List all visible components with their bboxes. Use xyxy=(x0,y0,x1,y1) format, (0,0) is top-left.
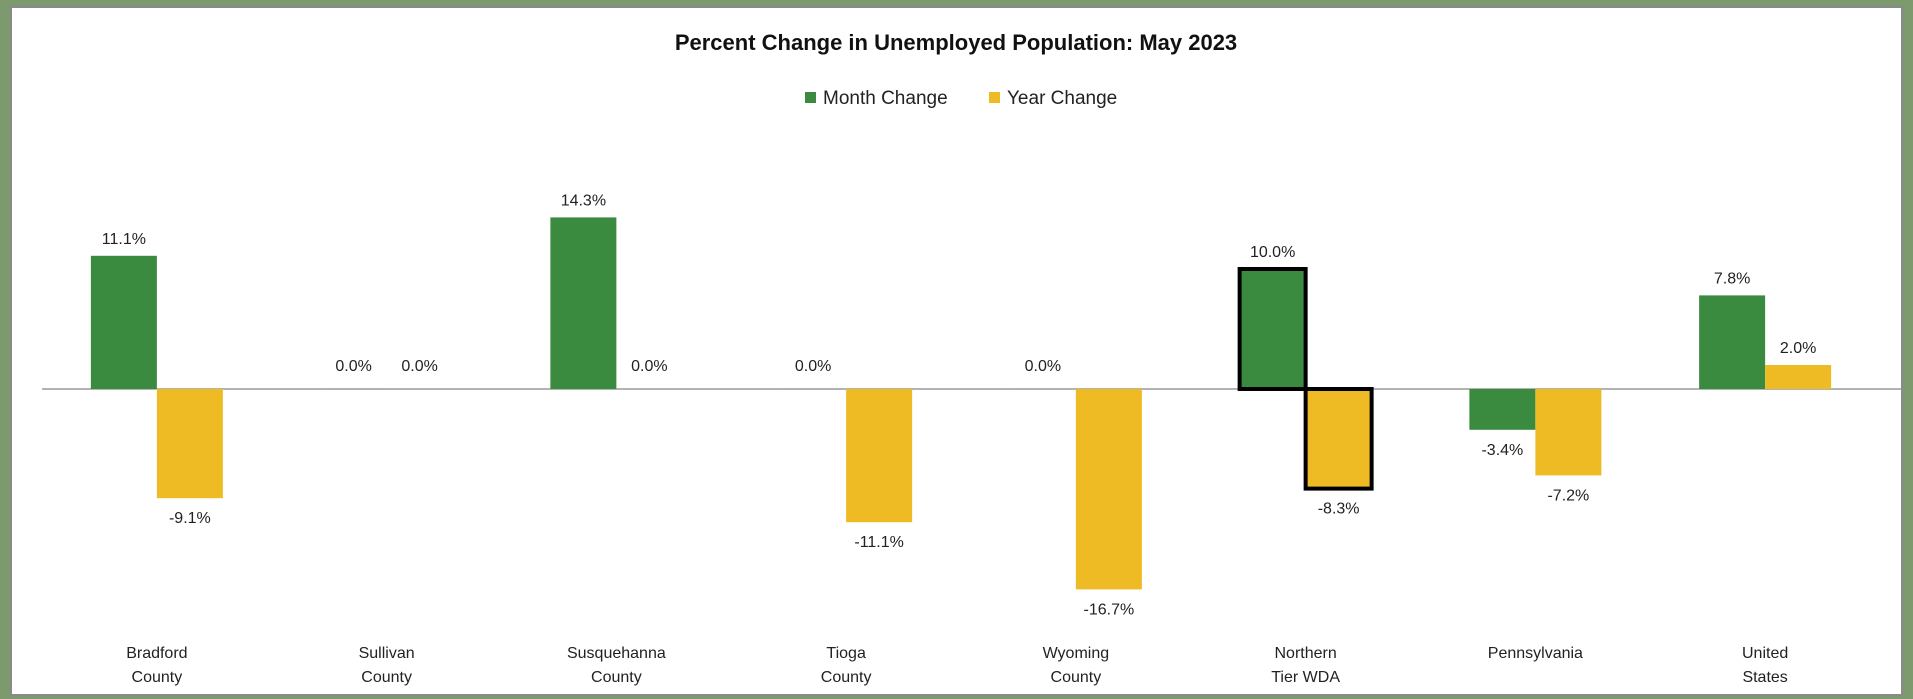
bar-year-6 xyxy=(1535,389,1602,476)
data-label-year-4: -16.7% xyxy=(1084,601,1135,618)
data-label-month-3: 0.0% xyxy=(795,358,831,375)
category-label-5: Northern Tier WDA xyxy=(1271,645,1340,686)
bars xyxy=(90,217,1832,590)
data-label-year-7: 2.0% xyxy=(1780,340,1816,357)
data-label-month-7: 7.8% xyxy=(1714,270,1750,287)
bar-year-4 xyxy=(1075,389,1142,590)
data-label-year-1: 0.0% xyxy=(401,358,437,375)
bar-year-3 xyxy=(846,389,913,523)
data-label-month-4: 0.0% xyxy=(1025,358,1061,375)
data-labels: 11.1% -9.1% 0.0% 0.0% 14.3% 0.0% 0.0% -11.1% 0.0… xyxy=(102,192,1817,618)
data-label-month-5: 10.0% xyxy=(1250,244,1295,261)
bar-chart: Percent Change in Unemployed Population:… xyxy=(42,30,1901,686)
category-label-0: Bradford County xyxy=(126,645,187,686)
chart-title: Percent Change in Unemployed Population:… xyxy=(675,30,1237,55)
data-label-year-5: -8.3% xyxy=(1318,501,1360,518)
bar-month-6 xyxy=(1469,389,1536,430)
data-label-year-0: -9.1% xyxy=(169,510,211,527)
category-label-1: Sullivan County xyxy=(359,645,415,686)
category-label-6: Pennsylvania xyxy=(1488,645,1583,662)
data-label-year-2: 0.0% xyxy=(631,358,667,375)
bar-month-5 xyxy=(1237,267,1308,391)
category-label-2: Susquehanna County xyxy=(567,645,666,686)
bar-year-0 xyxy=(156,389,223,499)
category-label-3: Tioga County xyxy=(821,645,872,686)
legend-label-1: Month Change xyxy=(823,88,948,109)
bar-month-0 xyxy=(90,255,157,389)
category-label-4: Wyoming County xyxy=(1043,645,1110,686)
legend: Month Change Year Change xyxy=(805,88,1117,109)
chart-frame: Percent Change in Unemployed Population:… xyxy=(10,6,1903,696)
data-label-year-3: -11.1% xyxy=(854,534,904,551)
bar-year-7 xyxy=(1765,365,1832,389)
category-labels: Bradford County Sullivan County Susquehanna C… xyxy=(126,645,1788,686)
bar-month-2 xyxy=(550,217,617,389)
bar-year-5 xyxy=(1303,387,1374,491)
legend-swatch-2 xyxy=(989,92,1000,103)
legend-swatch-1 xyxy=(805,92,816,103)
bar-month-7 xyxy=(1699,295,1766,389)
data-label-month-1: 0.0% xyxy=(335,358,371,375)
data-label-month-0: 11.1% xyxy=(102,231,146,248)
category-label-7: United States xyxy=(1742,645,1788,686)
data-label-month-6: -3.4% xyxy=(1481,442,1523,459)
legend-label-2: Year Change xyxy=(1007,88,1117,109)
data-label-month-2: 14.3% xyxy=(561,192,606,209)
data-label-year-6: -7.2% xyxy=(1547,487,1589,504)
